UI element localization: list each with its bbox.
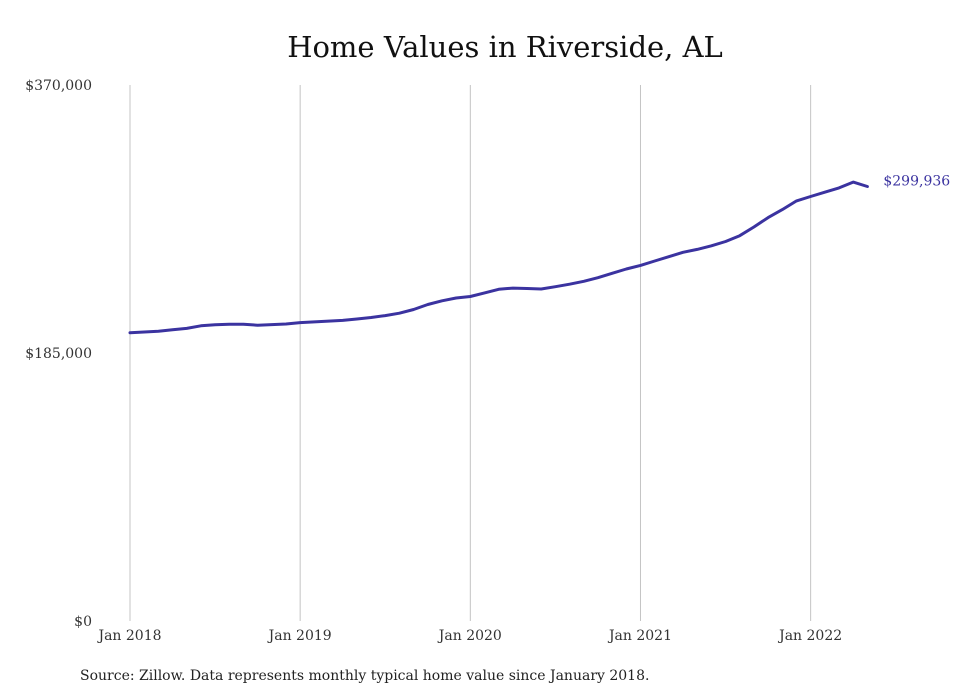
end-value-label: $299,936 xyxy=(883,173,950,189)
y-axis-ticks: $0 $185,000 $370,000 xyxy=(25,78,92,630)
x-tick-label: Jan 2022 xyxy=(777,628,842,644)
y-tick-label: $0 xyxy=(74,614,92,630)
data-series xyxy=(128,180,869,335)
x-tick-label: Jan 2019 xyxy=(267,628,332,644)
x-tick-label: Jan 2020 xyxy=(437,628,502,644)
chart-title: Home Values in Riverside, AL xyxy=(287,30,723,64)
x-axis-ticks: Jan 2018 Jan 2019 Jan 2020 Jan 2021 Jan 2022 xyxy=(96,628,842,644)
x-tick-label: Jan 2018 xyxy=(96,628,161,644)
y-tick-label: $370,000 xyxy=(25,78,92,94)
end-label-group: $299,936 xyxy=(883,173,950,189)
vertical-gridlines xyxy=(129,85,812,621)
y-tick-label: $185,000 xyxy=(25,346,92,362)
x-tick-label: Jan 2021 xyxy=(607,628,672,644)
source-note: Source: Zillow. Data represents monthly … xyxy=(80,668,650,684)
line-chart: $0$185,000$370,000 Jan 2018 Jan 2019 Jan 2… xyxy=(25,78,950,644)
series-line xyxy=(128,180,869,335)
